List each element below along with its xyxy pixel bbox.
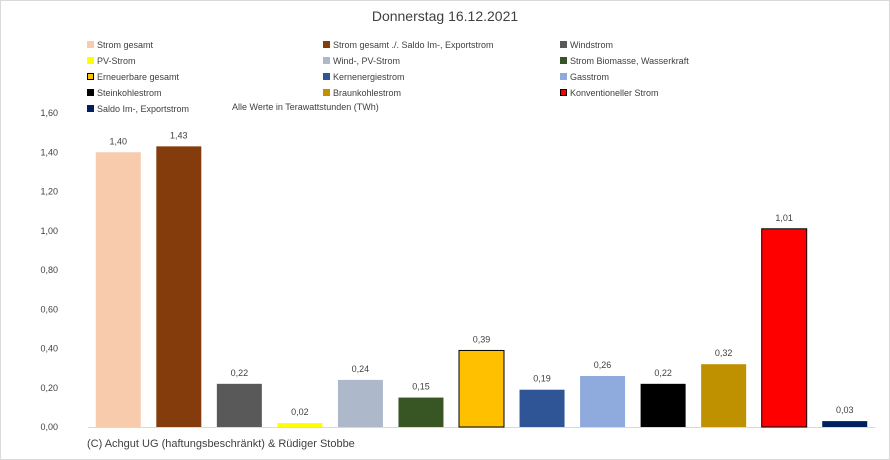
legend-swatch bbox=[87, 73, 94, 80]
bar bbox=[398, 397, 444, 427]
legend-label: Windstrom bbox=[570, 40, 614, 50]
y-tick-label: 0,00 bbox=[40, 422, 58, 432]
data-label: 0,24 bbox=[352, 364, 370, 374]
legend-item: Braunkohlestrom bbox=[323, 88, 401, 98]
chart-title: Donnerstag 16.12.2021 bbox=[371, 8, 519, 24]
bar bbox=[640, 383, 686, 427]
legend-swatch bbox=[323, 73, 330, 80]
y-tick-label: 1,40 bbox=[40, 147, 58, 157]
legend-label: Steinkohlestrom bbox=[97, 88, 162, 98]
data-label: 0,22 bbox=[231, 368, 249, 378]
y-tick-label: 1,20 bbox=[40, 187, 58, 197]
data-label: 1,01 bbox=[775, 213, 793, 223]
legend-item: Saldo Im-, Exportstrom bbox=[87, 104, 189, 114]
legend-item: Gasstrom bbox=[560, 72, 609, 82]
bar bbox=[458, 349, 505, 428]
legend-item: Erneuerbare gesamt bbox=[87, 72, 179, 82]
legend-item: Strom gesamt bbox=[87, 40, 153, 50]
legend-item: Strom gesamt ./. Saldo Im-, Exportstrom bbox=[323, 40, 494, 50]
bar bbox=[216, 383, 262, 427]
bar bbox=[822, 421, 868, 427]
data-label: 0,15 bbox=[412, 382, 430, 392]
legend-label: Strom gesamt ./. Saldo Im-, Exportstrom bbox=[333, 40, 494, 50]
legend-item: Wind-, PV-Strom bbox=[323, 56, 400, 66]
y-tick-label: 1,60 bbox=[40, 108, 58, 118]
y-tick-label: 0,20 bbox=[40, 383, 58, 393]
legend-label: Gasstrom bbox=[570, 72, 610, 82]
legend-swatch bbox=[87, 57, 94, 64]
bar bbox=[519, 389, 565, 427]
y-tick-label: 0,60 bbox=[40, 304, 58, 314]
legend-swatch bbox=[560, 89, 567, 96]
legend-label: Konventioneller Strom bbox=[570, 88, 659, 98]
legend-swatch bbox=[560, 57, 567, 64]
data-label: 0,22 bbox=[654, 368, 672, 378]
data-label: 1,40 bbox=[110, 136, 128, 146]
legend-swatch bbox=[323, 41, 330, 48]
data-label: 1,43 bbox=[170, 130, 188, 140]
bar bbox=[761, 228, 808, 428]
legend-swatch bbox=[323, 89, 330, 96]
legend-label: Kernenergiestrom bbox=[333, 72, 405, 82]
data-label: 0,39 bbox=[473, 334, 491, 344]
legend-item: Windstrom bbox=[560, 40, 613, 50]
legend-label: Wind-, PV-Strom bbox=[333, 56, 401, 66]
data-label: 0,32 bbox=[715, 348, 733, 358]
legend-swatch bbox=[560, 41, 567, 48]
copyright-text: (C) Achgut UG (haftungsbeschränkt) & Rüd… bbox=[87, 438, 355, 450]
bar bbox=[95, 152, 141, 427]
bar bbox=[337, 379, 383, 427]
legend-label: Saldo Im-, Exportstrom bbox=[97, 104, 190, 114]
data-label: 0,19 bbox=[533, 374, 551, 384]
legend-item: PV-Strom bbox=[87, 56, 136, 66]
legend-item: Konventioneller Strom bbox=[560, 88, 659, 98]
y-tick-label: 1,00 bbox=[40, 226, 58, 236]
bar bbox=[580, 375, 626, 427]
legend-label: Strom Biomasse, Wasserkraft bbox=[570, 56, 689, 66]
bar bbox=[156, 146, 202, 428]
legend-label: Braunkohlestrom bbox=[333, 88, 402, 98]
legend-swatch bbox=[87, 41, 94, 48]
legend-swatch bbox=[323, 57, 330, 64]
legend-swatch bbox=[560, 73, 567, 80]
bar bbox=[277, 423, 323, 427]
units-note: Alle Werte in Terawattstunden (TWh) bbox=[232, 102, 379, 112]
bar bbox=[701, 364, 747, 427]
y-tick-label: 0,80 bbox=[40, 265, 58, 275]
legend-item: Strom Biomasse, Wasserkraft bbox=[560, 56, 689, 66]
legend-label: Strom gesamt bbox=[97, 40, 154, 50]
data-label: 0,26 bbox=[594, 360, 612, 370]
y-tick-label: 0,40 bbox=[40, 344, 58, 354]
legend-item: Kernenergiestrom bbox=[323, 72, 405, 82]
legend-label: Erneuerbare gesamt bbox=[97, 72, 180, 82]
legend-label: PV-Strom bbox=[97, 56, 136, 66]
legend-swatch bbox=[87, 105, 94, 112]
legend-swatch bbox=[87, 89, 94, 96]
data-label: 0,03 bbox=[836, 405, 854, 415]
data-label: 0,02 bbox=[291, 407, 309, 417]
legend-item: Steinkohlestrom bbox=[87, 88, 162, 98]
